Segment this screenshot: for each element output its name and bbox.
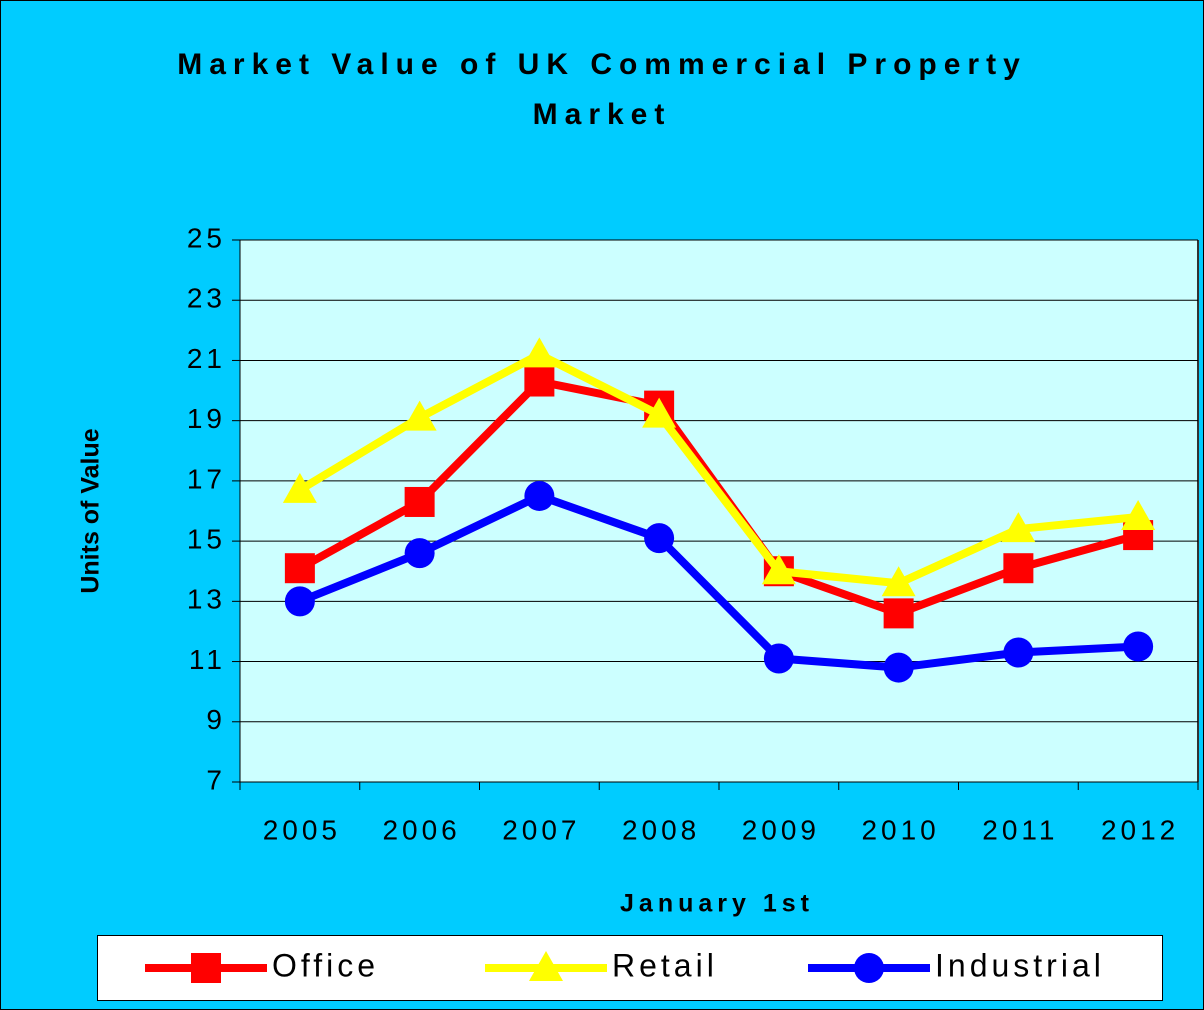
marker <box>644 523 675 554</box>
marker <box>1003 553 1034 584</box>
y-tick-label: 17 <box>187 463 226 494</box>
chart-title: Market Value of UK Commercial Property M… <box>177 48 1027 131</box>
marker <box>763 643 794 674</box>
x-tick-label: 2009 <box>742 814 820 845</box>
legend-label: Office <box>272 947 379 983</box>
y-tick-label: 13 <box>187 584 226 615</box>
x-tick-label: 2008 <box>622 814 700 845</box>
y-tick-label: 25 <box>187 222 226 253</box>
marker <box>1123 631 1154 662</box>
legend <box>97 935 1163 1001</box>
legend-marker <box>854 953 884 983</box>
y-tick-label: 7 <box>206 764 226 795</box>
y-tick-label: 15 <box>187 524 226 555</box>
x-tick-label: 2007 <box>502 814 580 845</box>
y-axis-label: Units of Value <box>77 428 105 593</box>
y-tick-label: 19 <box>187 403 226 434</box>
series-line <box>298 491 1139 672</box>
marker <box>524 480 555 511</box>
marker <box>883 598 914 629</box>
y-tick-label: 23 <box>187 283 226 314</box>
marker <box>642 397 677 428</box>
marker <box>761 554 796 585</box>
marker <box>284 553 315 584</box>
marker <box>402 400 437 431</box>
marker <box>1003 637 1034 668</box>
x-tick-label: 2012 <box>1101 814 1179 845</box>
series-line <box>297 350 1139 588</box>
marker <box>404 486 435 517</box>
marker <box>284 586 315 617</box>
x-tick-label: 2006 <box>382 814 460 845</box>
marker <box>522 337 557 368</box>
marker <box>524 366 555 397</box>
marker <box>881 566 916 597</box>
x-tick-label: 2005 <box>263 814 341 845</box>
marker <box>1001 512 1036 543</box>
x-tick-label: 2010 <box>861 814 939 845</box>
legend-label: Industrial <box>935 947 1105 983</box>
y-tick-label: 21 <box>187 343 226 374</box>
y-tick-label: 11 <box>189 644 226 675</box>
plot-area <box>240 240 1198 782</box>
marker <box>282 472 317 503</box>
legend-marker <box>191 953 221 983</box>
x-tick-label: 2011 <box>982 814 1058 845</box>
legend-marker <box>529 951 563 981</box>
x-axis-label: January 1st <box>620 890 814 918</box>
marker <box>404 538 435 569</box>
marker <box>883 652 914 683</box>
y-tick-label: 9 <box>206 704 226 735</box>
marker <box>1121 500 1156 531</box>
legend-label: Retail <box>612 947 718 983</box>
